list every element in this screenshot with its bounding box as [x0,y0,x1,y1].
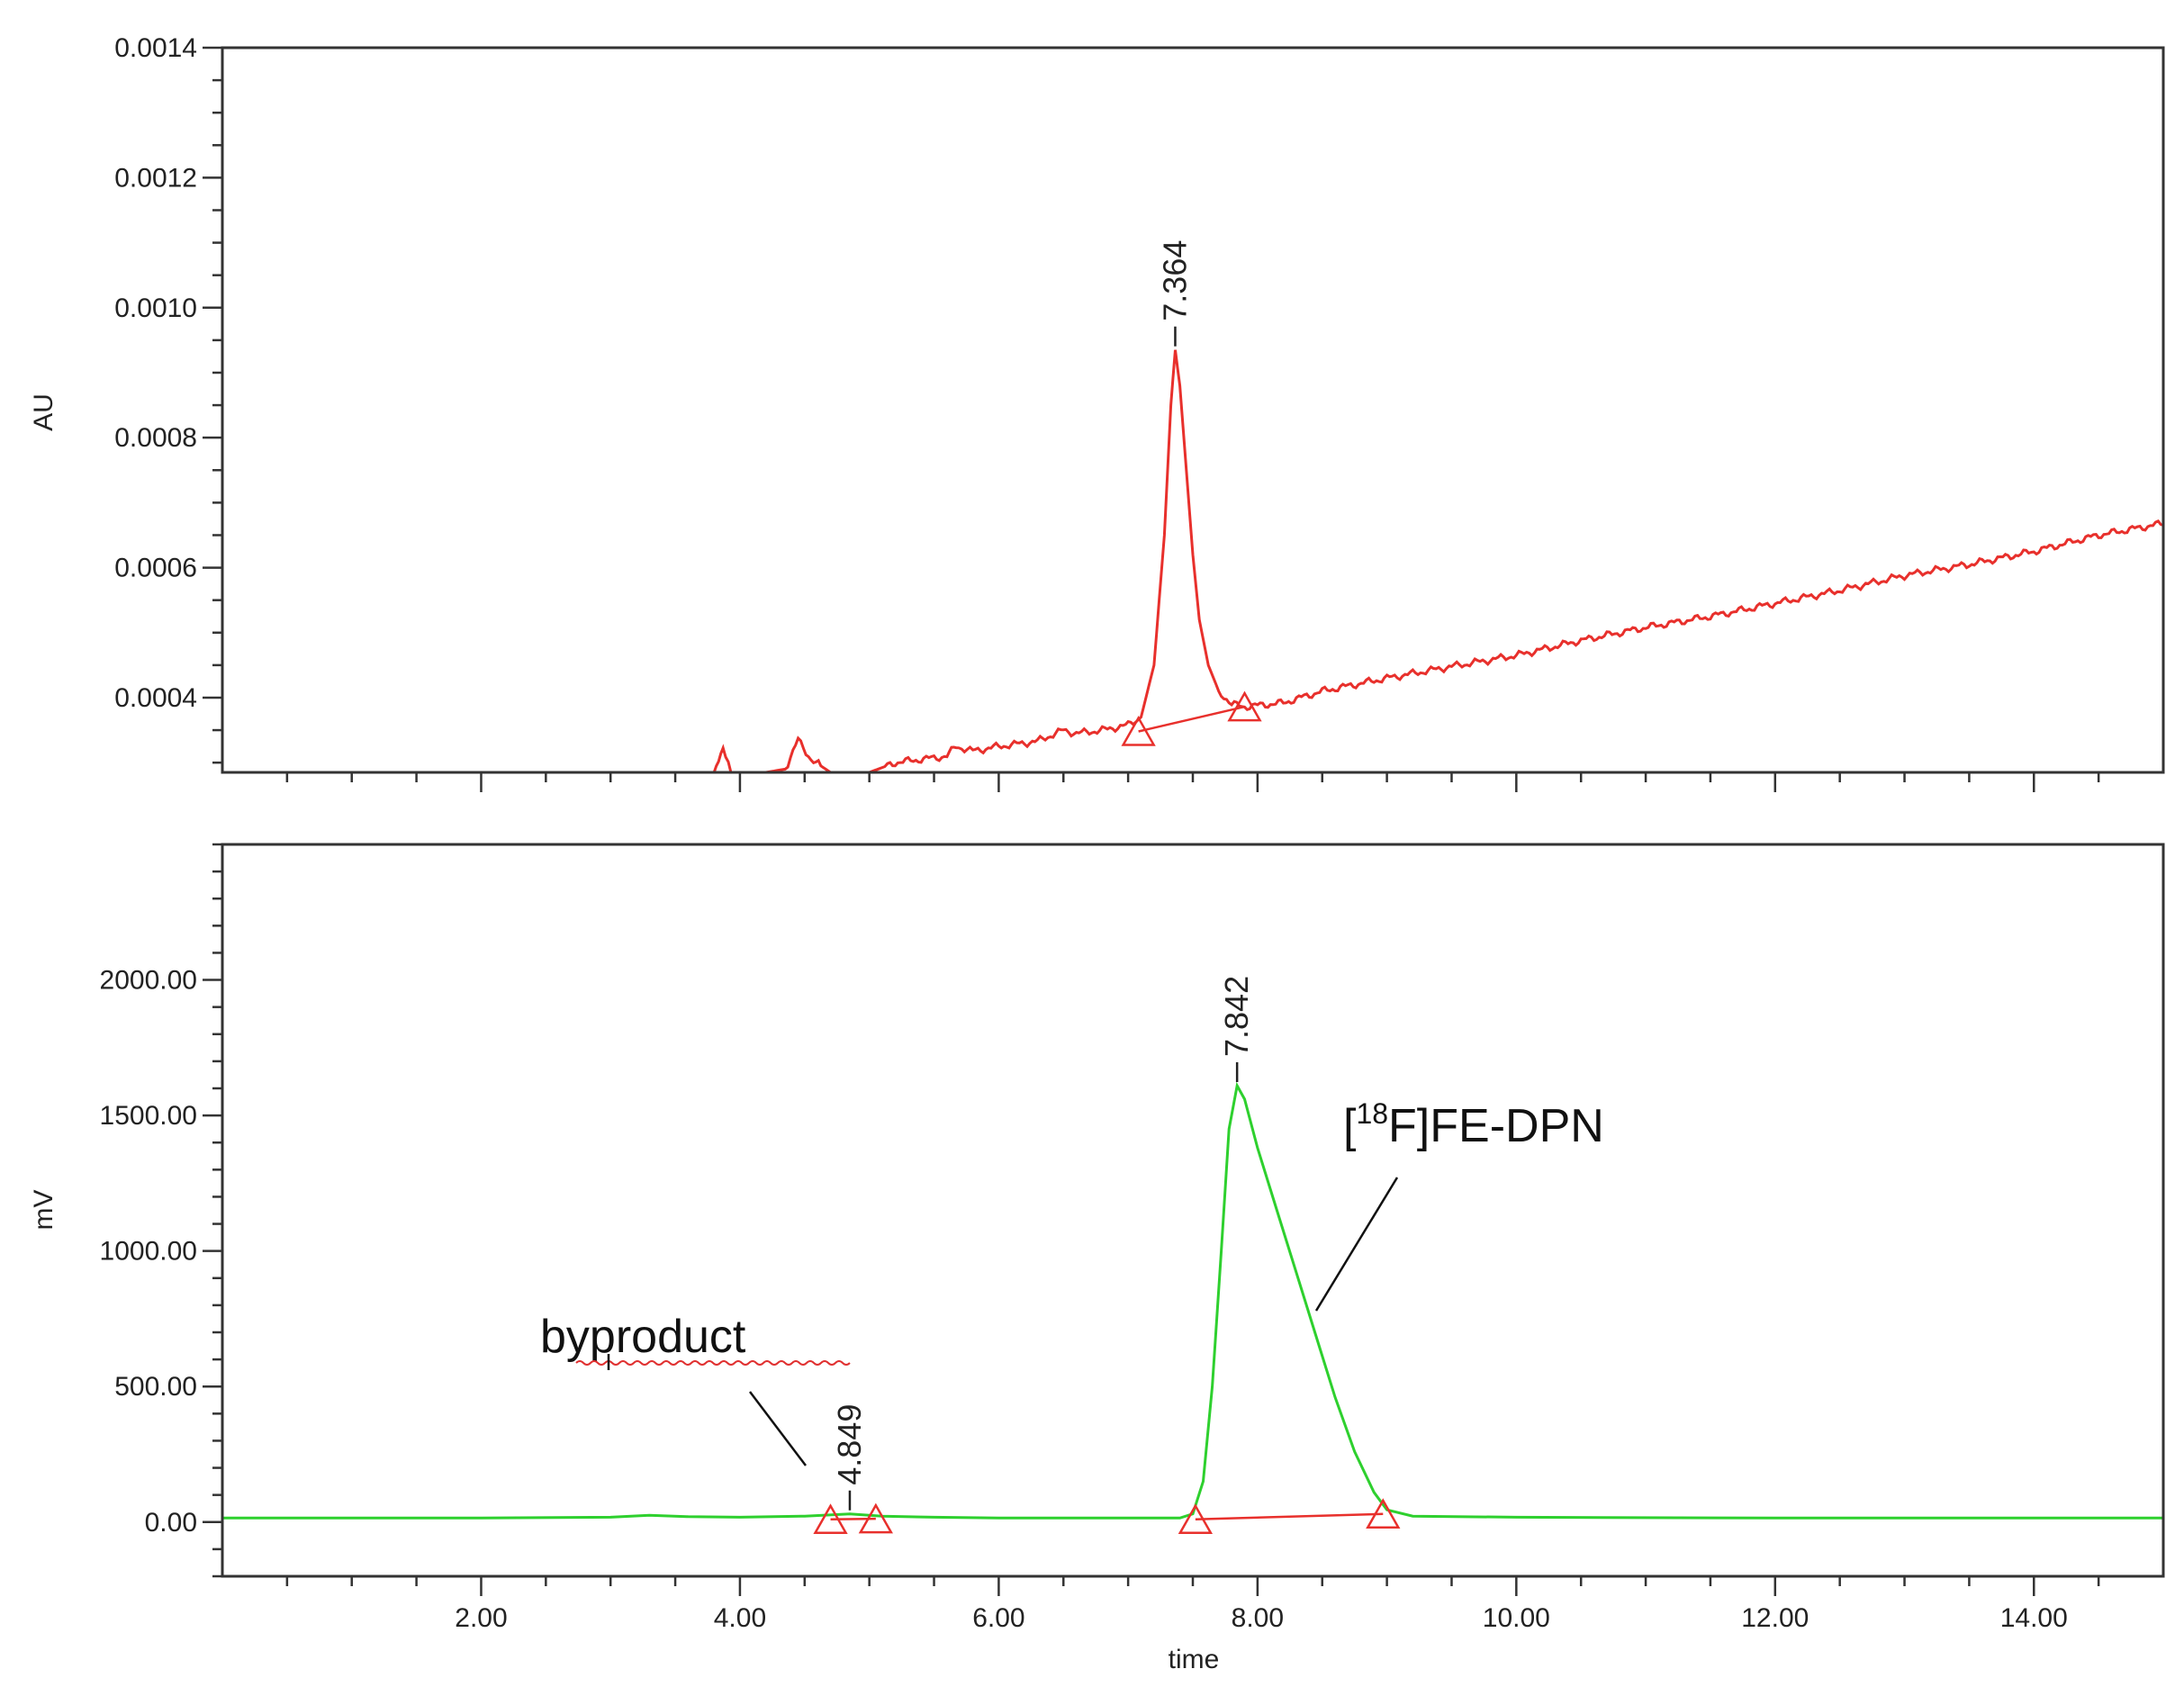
top-trace-layer [649,349,2163,772]
top-plot-frame [221,46,2165,774]
product-leader-line [1314,1177,1399,1312]
peak-marker-triangle [1178,1503,1214,1535]
top-tick-marks [203,46,2100,792]
spellcheck-underline [575,1360,851,1366]
y-tick-label: 0.0014 [114,33,197,63]
y-tick-label: 0.0006 [114,554,197,583]
y-tick-label: 0.0012 [114,163,197,193]
product-label-open-bracket: [ [1343,1100,1357,1152]
bottom-y-axis-title: mV [29,1190,59,1231]
y-tick-label: 1000.00 [100,1237,197,1267]
peak-marker-triangle [858,1502,893,1534]
y-tick-label: 0.0010 [114,293,197,323]
byproduct-annotation: byproduct [540,1311,851,1466]
bottom-peak-layer: 4.849 7.842 [813,976,1401,1535]
y-tick-label: 0.00 [145,1508,197,1538]
byproduct-leader-line [749,1391,807,1466]
peak-retention-label: 7.842 [1218,976,1255,1057]
x-tick-label: 8.00 [1232,1603,1284,1633]
product-label: [18F]FE-DPN [1343,1097,1604,1152]
bottom-tick-labels: 0.00 500.00 1000.00 1500.00 2000.00 2.00 4.00 6… [100,966,2068,1633]
peak-marker-triangle [813,1503,848,1535]
peak-marker-triangle [1227,690,1262,722]
trace-line-0 [649,349,2163,772]
peak-baseline [1138,705,1245,733]
top-peak-layer: 7.364 [1121,240,1262,746]
peak-retention-label: 7.364 [1156,240,1193,321]
y-tick-label: 1500.00 [100,1101,197,1131]
y-tick-label: 2000.00 [100,966,197,996]
byproduct-label: byproduct [540,1311,746,1363]
x-tick-label: 2.00 [455,1603,507,1633]
bottom-tick-marks [203,843,2100,1596]
peak-marker-triangle [1366,1498,1401,1529]
bottom-trace-layer [222,1081,2163,1520]
bottom-panel: 0.00 500.00 1000.00 1500.00 2000.00 2.00 4.00 6… [29,843,2165,1674]
x-tick-label: 4.00 [714,1603,766,1633]
trace-line-0 [222,1081,2163,1520]
x-tick-label: 10.00 [1483,1603,1550,1633]
y-tick-label: 500.00 [114,1372,197,1402]
bottom-x-axis-title: time [1169,1645,1220,1674]
peak-baseline [1195,1512,1384,1521]
y-tick-label: 0.0008 [114,423,197,453]
product-label-text: F]FE-DPN [1388,1100,1604,1152]
x-tick-label: 6.00 [972,1603,1024,1633]
x-tick-label: 14.00 [2000,1603,2068,1633]
product-annotation: [18F]FE-DPN [1314,1097,1604,1312]
top-y-tick-labels: 0.0004 0.0006 0.0008 0.0010 0.0012 0.0014 [114,33,197,713]
top-y-axis-title: AU [29,393,59,431]
x-tick-label: 12.00 [1741,1603,1809,1633]
bottom-plot-frame [221,843,2165,1578]
peak-retention-label: 4.849 [831,1404,868,1485]
y-tick-label: 0.0004 [114,683,197,713]
product-label-superscript: 18 [1356,1097,1388,1130]
peak-marker-triangle [1121,715,1156,746]
